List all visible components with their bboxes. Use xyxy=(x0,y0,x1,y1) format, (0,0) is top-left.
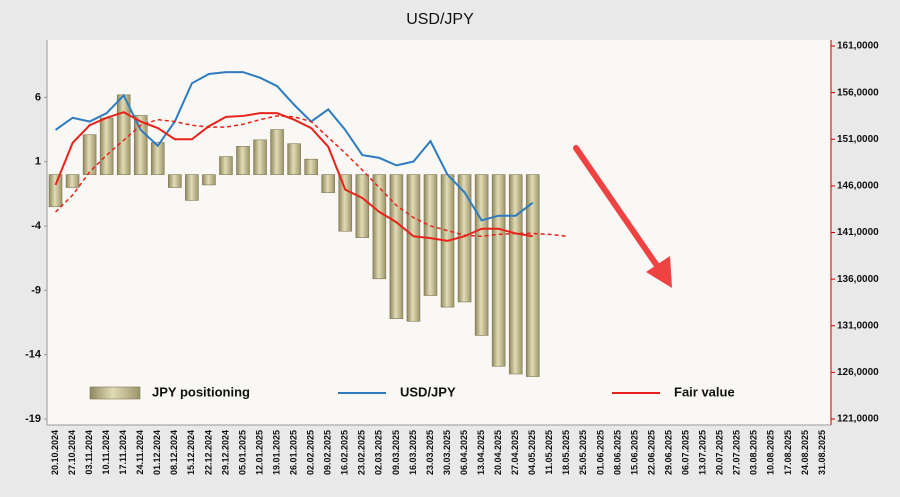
x-tick-label: 06.07.2025 xyxy=(681,430,691,475)
line xyxy=(54,115,567,237)
x-tick-label: 17.11.2024 xyxy=(118,430,128,475)
x-tick-label: 10.08.2025 xyxy=(766,430,776,475)
bar xyxy=(287,143,301,175)
bar xyxy=(389,174,404,319)
x-tick-label: 25.05.2025 xyxy=(578,430,588,475)
y2-tick-label: 141,0000 xyxy=(837,227,879,238)
x-tick-label: 20.04.2025 xyxy=(493,430,503,475)
y2-tick-label: 126,0000 xyxy=(837,367,879,378)
y2-tick-label: 161,0000 xyxy=(837,41,879,52)
x-tick-label: 08.12.2024 xyxy=(169,430,179,475)
y2-tick-label: 151,0000 xyxy=(837,134,879,145)
bar xyxy=(491,174,506,367)
bar xyxy=(48,174,63,208)
x-tick-label: 24.08.2025 xyxy=(800,430,810,475)
y-tick-label: -9 xyxy=(31,284,41,296)
x-tick-label: 08.06.2025 xyxy=(612,430,622,475)
y-tick-label: -14 xyxy=(25,349,42,361)
x-tick-label: 18.05.2025 xyxy=(561,430,571,475)
bar xyxy=(321,174,335,193)
bar xyxy=(372,174,387,280)
x-tick-label: 05.01.2025 xyxy=(237,430,247,475)
legend-swatch xyxy=(89,386,141,400)
y2-tick-label: 156,0000 xyxy=(837,87,879,98)
y2-tick-label: 146,0000 xyxy=(837,181,879,192)
x-tick-label: 16.02.2025 xyxy=(340,430,350,475)
x-tick-label: 16.03.2025 xyxy=(408,430,418,475)
legend-label: Fair value xyxy=(674,384,735,399)
y-tick-label: 6 xyxy=(35,91,41,103)
x-tick-label: 02.02.2025 xyxy=(306,430,316,475)
x-tick-label: 23.02.2025 xyxy=(357,430,367,475)
y-tick-label: -19 xyxy=(25,413,41,425)
bar xyxy=(253,139,267,175)
x-tick-label: 29.06.2025 xyxy=(663,430,673,475)
x-tick-label: 22.12.2024 xyxy=(203,430,213,475)
x-tick-label: 11.05.2025 xyxy=(544,430,554,475)
x-tick-label: 09.02.2025 xyxy=(323,430,333,475)
x-tick-label: 27.10.2024 xyxy=(67,430,77,475)
bar xyxy=(406,174,421,322)
bar xyxy=(355,174,370,238)
legend-label: JPY positioning xyxy=(152,384,250,399)
x-tick-label: 24.11.2024 xyxy=(135,430,145,475)
x-tick-label: 04.05.2025 xyxy=(527,430,537,475)
x-tick-label: 22.06.2025 xyxy=(646,430,656,475)
x-tick-label: 10.11.2024 xyxy=(101,430,111,475)
legend-label: USD/JPY xyxy=(400,384,456,399)
arrow xyxy=(573,145,663,273)
bar xyxy=(508,174,523,375)
bar xyxy=(133,115,148,175)
x-tick-label: 03.11.2024 xyxy=(84,430,94,475)
x-tick-label: 09.03.2025 xyxy=(391,430,401,475)
bar xyxy=(338,174,353,232)
plot-area xyxy=(47,40,831,425)
x-tick-label: 13.07.2025 xyxy=(698,430,708,475)
x-tick-label: 03.08.2025 xyxy=(749,430,759,475)
y2-tick-label: 131,0000 xyxy=(837,320,879,331)
y2-tick-label: 136,0000 xyxy=(837,274,879,285)
bar xyxy=(219,156,233,175)
bar xyxy=(423,174,438,296)
line xyxy=(54,111,533,242)
y-tick-label: 1 xyxy=(35,156,41,168)
bar xyxy=(525,174,540,377)
bar xyxy=(236,146,250,175)
bar xyxy=(151,142,165,175)
chart-title: USD/JPY xyxy=(406,11,474,28)
x-tick-label: 30.03.2025 xyxy=(442,430,452,475)
x-tick-label: 20.07.2025 xyxy=(715,430,725,475)
y2-tick-label: 121,0000 xyxy=(837,414,879,425)
arrow-head xyxy=(646,256,672,288)
x-tick-label: 12.01.2025 xyxy=(254,430,264,475)
x-tick-label: 15.12.2024 xyxy=(186,430,196,475)
x-tick-label: 31.08.2025 xyxy=(817,430,827,475)
x-tick-label: 23.03.2025 xyxy=(425,430,435,475)
x-tick-label: 26.01.2025 xyxy=(289,430,299,475)
x-tick-label: 27.04.2025 xyxy=(510,430,520,475)
x-tick-label: 02.03.2025 xyxy=(374,430,384,475)
x-tick-label: 06.04.2025 xyxy=(459,430,469,475)
bar xyxy=(202,174,216,186)
y-tick-label: -4 xyxy=(31,220,42,232)
x-tick-label: 17.08.2025 xyxy=(783,430,793,475)
bar xyxy=(270,129,284,175)
bar xyxy=(82,134,97,175)
bar xyxy=(168,174,182,188)
x-tick-label: 13.04.2025 xyxy=(476,430,486,475)
x-tick-label: 29.12.2024 xyxy=(220,430,230,475)
x-tick-label: 20.10.2024 xyxy=(50,430,60,475)
x-tick-label: 15.06.2025 xyxy=(629,430,639,475)
bar xyxy=(474,174,489,336)
x-tick-label: 19.01.2025 xyxy=(271,430,281,475)
x-tick-label: 01.06.2025 xyxy=(595,430,605,475)
bar xyxy=(304,158,318,175)
x-tick-label: 27.07.2025 xyxy=(732,430,742,475)
bar xyxy=(185,174,199,201)
x-tick-label: 01.12.2024 xyxy=(152,430,162,475)
bar xyxy=(99,117,114,175)
bar xyxy=(65,174,80,188)
